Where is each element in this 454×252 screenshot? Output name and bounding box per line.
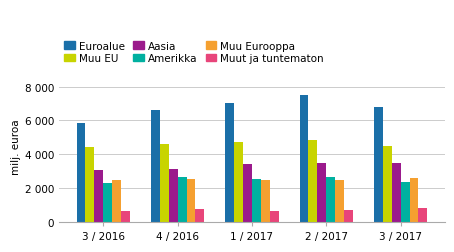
Bar <box>104 183 112 222</box>
Bar <box>160 144 169 222</box>
Bar <box>243 165 252 222</box>
Bar <box>252 180 261 222</box>
Bar <box>300 96 308 222</box>
Bar <box>225 103 234 222</box>
Bar <box>121 211 130 222</box>
Bar <box>419 208 427 222</box>
Bar <box>383 146 392 222</box>
Bar <box>77 123 85 222</box>
Bar <box>326 177 335 222</box>
Bar <box>374 108 383 222</box>
Legend: Euroalue, Muu EU, Aasia, Amerikka, Muu Eurooppa, Muut ja tuntematon: Euroalue, Muu EU, Aasia, Amerikka, Muu E… <box>64 41 324 64</box>
Bar <box>151 111 160 222</box>
Bar <box>392 163 400 222</box>
Bar <box>169 169 178 222</box>
Bar <box>270 211 279 222</box>
Bar <box>196 209 204 222</box>
Bar <box>187 179 196 222</box>
Bar <box>234 142 243 222</box>
Bar <box>317 164 326 222</box>
Bar <box>112 181 121 222</box>
Bar <box>335 181 344 222</box>
Bar <box>308 140 317 222</box>
Bar <box>85 147 94 222</box>
Bar <box>261 181 270 222</box>
Bar <box>410 178 419 222</box>
Y-axis label: milj. euroa: milj. euroa <box>10 118 20 174</box>
Bar <box>94 171 104 222</box>
Bar <box>344 210 353 222</box>
Bar <box>178 177 187 222</box>
Bar <box>400 182 410 222</box>
